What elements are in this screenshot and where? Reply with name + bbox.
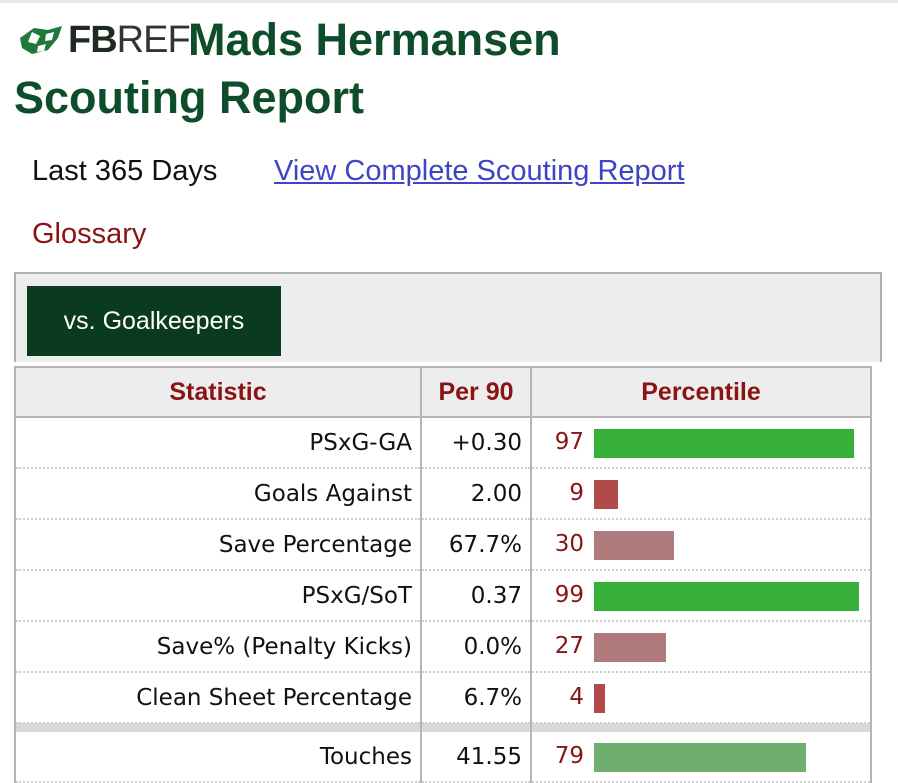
- separator-cell: [530, 723, 872, 732]
- stat-name: Save Percentage: [14, 519, 422, 571]
- stat-name: Save% (Penalty Kicks): [14, 621, 422, 673]
- stat-percentile: 99: [531, 570, 872, 622]
- stat-per90: 67.7%: [421, 519, 532, 571]
- percentile-value: 4: [569, 684, 584, 710]
- stat-percentile: 30: [531, 519, 872, 571]
- percentile-value: 27: [554, 633, 584, 659]
- stat-name: Goals Against: [14, 468, 422, 520]
- stat-per90: 0.37: [421, 570, 532, 622]
- table-row: PSxG-GA +0.30 97: [14, 417, 872, 469]
- fbref-logo[interactable]: FBREF: [18, 19, 191, 61]
- table-row: Save% (Penalty Kicks) 0.0% 27: [14, 621, 872, 673]
- stat-percentile: 27: [531, 621, 872, 673]
- scouting-table: Statistic Per 90 Percentile PSxG-GA +0.30…: [14, 366, 872, 783]
- percentile-value: 9: [569, 480, 584, 506]
- percentile-bar: [594, 633, 666, 662]
- page-title-line-1: Mads Hermansen: [188, 14, 561, 65]
- table-row: Touches 41.55 79: [14, 732, 872, 783]
- table-row: Save Percentage 67.7% 30: [14, 519, 872, 571]
- stat-percentile: 9: [531, 468, 872, 520]
- section-separator: [14, 723, 872, 732]
- percentile-bar: [594, 429, 854, 458]
- stat-per90: 0.0%: [421, 621, 532, 673]
- period-label: Last 365 Days: [32, 155, 218, 187]
- percentile-value: 99: [554, 582, 584, 608]
- stat-name: PSxG/SoT: [14, 570, 422, 622]
- stat-name: Clean Sheet Percentage: [14, 672, 422, 724]
- stat-per90: 2.00: [421, 468, 532, 520]
- stat-percentile: 4: [531, 672, 872, 724]
- percentile-bar: [594, 582, 859, 611]
- stat-name: PSxG-GA: [14, 417, 422, 469]
- header-statistic[interactable]: Statistic: [14, 366, 422, 418]
- stat-name: Touches: [14, 732, 422, 783]
- percentile-bar: [594, 684, 605, 713]
- complete-report-link[interactable]: View Complete Scouting Report: [274, 155, 685, 187]
- stat-percentile: 97: [531, 417, 872, 469]
- separator-cell: [14, 723, 422, 732]
- fbref-ball-icon: [20, 26, 62, 54]
- logo-text: FBREF: [68, 19, 191, 61]
- position-filter-bar: vs. Goalkeepers: [14, 272, 882, 362]
- table-row: Clean Sheet Percentage 6.7% 4: [14, 672, 872, 724]
- percentile-value: 79: [554, 743, 584, 769]
- stat-percentile: 79: [531, 732, 872, 783]
- stat-per90: 6.7%: [421, 672, 532, 724]
- header-percentile[interactable]: Percentile: [530, 366, 872, 418]
- percentile-value: 97: [554, 429, 584, 455]
- stat-per90: 41.55: [421, 732, 532, 783]
- stat-per90: +0.30: [421, 417, 532, 469]
- glossary-link[interactable]: Glossary: [32, 218, 147, 250]
- percentile-value: 30: [554, 531, 584, 557]
- vs-goalkeepers-button[interactable]: vs. Goalkeepers: [27, 286, 281, 356]
- page-title-line-2: Scouting Report: [14, 72, 364, 123]
- percentile-bar: [594, 531, 674, 560]
- separator-cell: [420, 723, 532, 732]
- table-row: Goals Against 2.00 9: [14, 468, 872, 520]
- table-header-row: Statistic Per 90 Percentile: [14, 366, 872, 418]
- header-per90[interactable]: Per 90: [420, 366, 532, 418]
- table-row: PSxG/SoT 0.37 99: [14, 570, 872, 622]
- percentile-bar: [594, 480, 618, 509]
- top-divider: [0, 0, 898, 3]
- percentile-bar: [594, 743, 806, 772]
